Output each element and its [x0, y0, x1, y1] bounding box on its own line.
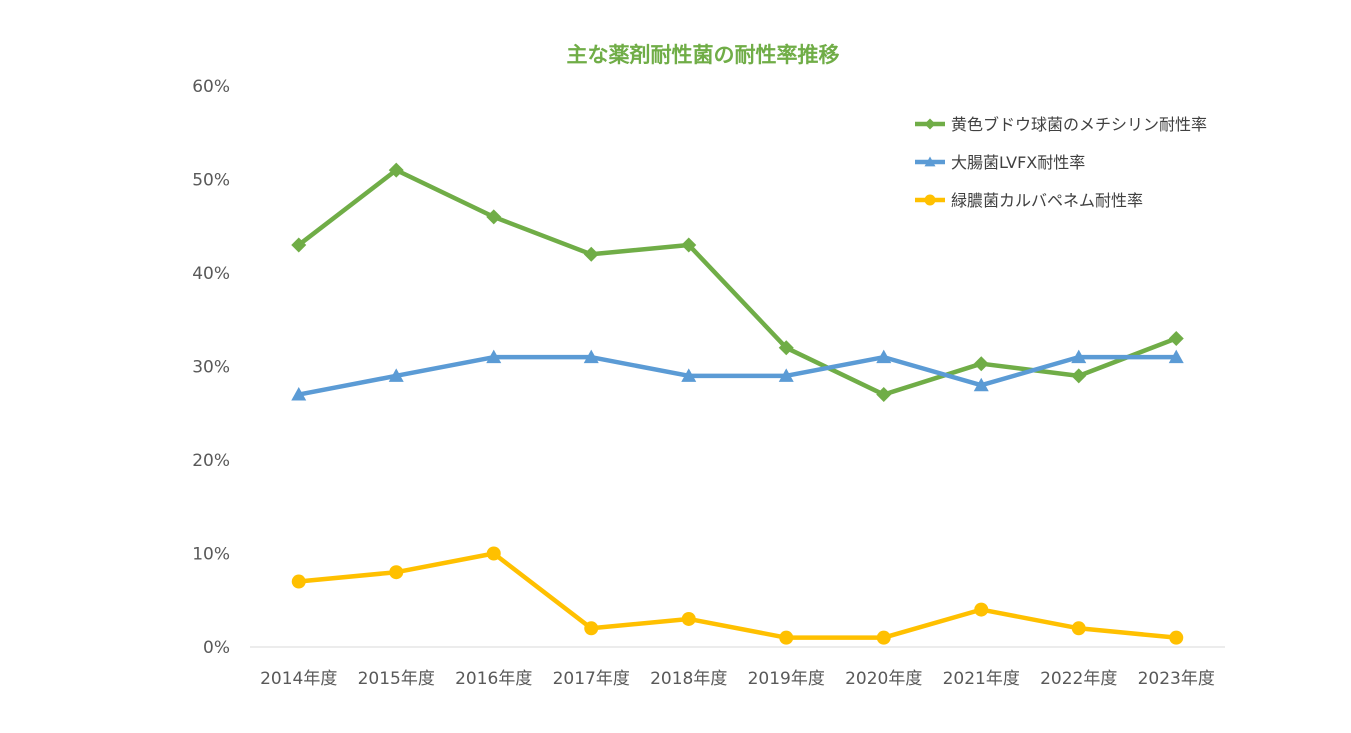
data-point-diamond [973, 356, 989, 372]
data-point-diamond [486, 209, 502, 225]
data-point-triangle [778, 368, 794, 382]
x-tick-label: 2017年度 [553, 669, 630, 689]
legend-label: 黄色ブドウ球菌のメチシリン耐性率 [951, 115, 1207, 134]
series-line [296, 354, 1179, 397]
y-tick-label: 60% [192, 77, 230, 97]
data-point-diamond [1071, 368, 1087, 384]
chart-title: 主な薬剤耐性菌の耐性率推移 [567, 43, 840, 67]
data-point-circle [1169, 630, 1184, 645]
y-tick-label: 40% [192, 264, 230, 284]
x-tick-label: 2016年度 [455, 669, 532, 689]
data-point-circle [974, 602, 989, 617]
data-point-diamond [924, 118, 936, 130]
data-point-triangle [1168, 349, 1184, 364]
data-point-triangle [486, 349, 502, 364]
data-point-circle [924, 194, 936, 206]
data-point-diamond [291, 237, 307, 253]
data-point-triangle [583, 349, 599, 364]
series-line [296, 551, 1179, 640]
y-axis: 0% 10% 20% 30% 40% 50% 60% [192, 77, 230, 658]
data-point-diamond [1168, 330, 1184, 346]
data-point-diamond [388, 162, 404, 178]
y-tick-label: 30% [192, 358, 230, 378]
legend-entry: 黄色ブドウ球菌のメチシリン耐性率 [915, 115, 1207, 134]
y-tick-label: 0% [203, 638, 230, 658]
x-tick-label: 2019年度 [748, 669, 825, 689]
data-point-triangle [388, 368, 404, 382]
data-point-circle [584, 621, 599, 636]
data-point-circle [291, 574, 306, 589]
data-point-circle [389, 565, 404, 580]
series-layer [291, 162, 1184, 645]
x-tick-label: 2014年度 [260, 669, 337, 689]
data-point-triangle [291, 387, 307, 401]
x-tick-label: 2023年度 [1138, 669, 1215, 689]
data-point-triangle [876, 349, 892, 364]
data-point-diamond [876, 387, 892, 403]
legend-entry: 緑膿菌カルバペネム耐性率 [915, 191, 1143, 210]
y-tick-label: 20% [192, 451, 230, 471]
data-point-triangle [681, 368, 697, 382]
data-point-circle [486, 546, 501, 561]
data-point-triangle [973, 377, 989, 392]
series-3 [291, 546, 1184, 645]
data-point-circle [779, 630, 794, 645]
data-point-diamond [778, 340, 794, 356]
x-axis: 2014年度 2015年度 2016年度 2017年度 2018年度 2019年度 2020… [250, 646, 1225, 689]
data-point-circle [1071, 621, 1086, 636]
data-point-triangle [924, 156, 936, 167]
data-point-circle [876, 630, 891, 645]
data-point-diamond [583, 246, 599, 262]
y-tick-label: 10% [192, 545, 230, 565]
x-tick-label: 2015年度 [358, 669, 435, 689]
data-point-diamond [681, 237, 697, 253]
y-tick-label: 50% [192, 171, 230, 191]
x-tick-label: 2018年度 [650, 669, 727, 689]
data-point-circle [681, 611, 696, 626]
legend-label: 大腸菌LVFX耐性率 [951, 153, 1085, 172]
legend-label: 緑膿菌カルバペネム耐性率 [951, 191, 1143, 210]
x-tick-label: 2021年度 [943, 669, 1020, 689]
legend-entry: 大腸菌LVFX耐性率 [915, 153, 1085, 172]
x-tick-label: 2020年度 [845, 669, 922, 689]
series-2 [291, 349, 1184, 401]
data-point-triangle [1071, 349, 1087, 364]
x-tick-label: 2022年度 [1040, 669, 1117, 689]
